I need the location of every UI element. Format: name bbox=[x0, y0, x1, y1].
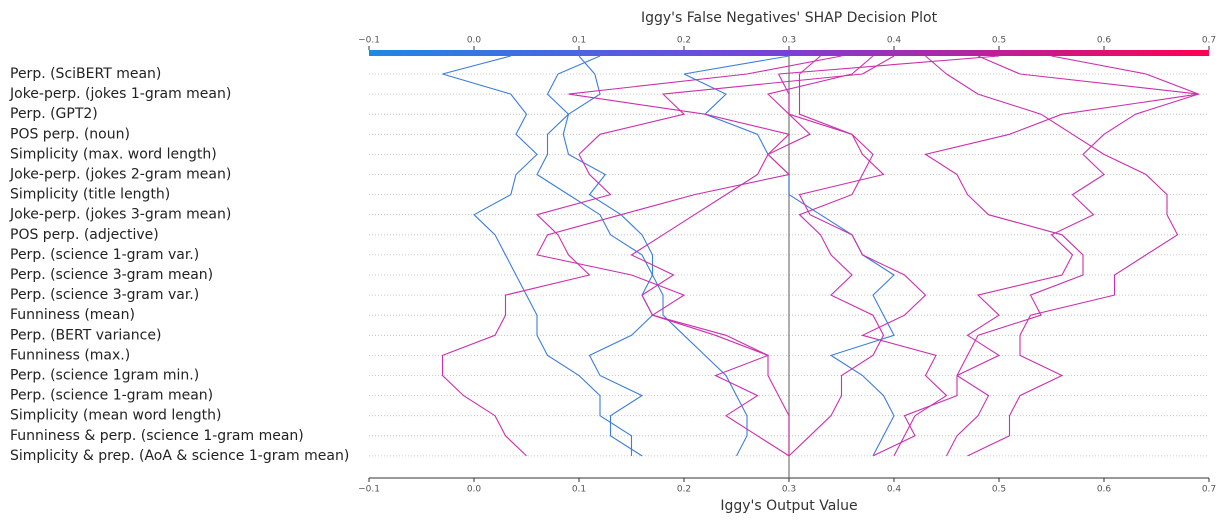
y-tick-label: Simplicity (mean word length) bbox=[10, 408, 221, 424]
y-tick-label: Simplicity (title length) bbox=[10, 187, 170, 203]
output-segment bbox=[1051, 55, 1147, 75]
x-tick-label-bottom: 0.2 bbox=[677, 485, 691, 495]
x-tick-label-top: −0.1 bbox=[358, 36, 380, 46]
y-tick-label: POS perp. (noun) bbox=[10, 126, 130, 142]
decision-line bbox=[536, 73, 654, 457]
decision-line bbox=[536, 73, 791, 457]
y-tick-label: Joke-perp. (jokes 2-gram mean) bbox=[9, 167, 231, 183]
y-tick-label: POS perp. (adjective) bbox=[10, 227, 159, 243]
x-tick-label-top: 0.1 bbox=[572, 36, 586, 46]
x-tick-label-bottom: 0.0 bbox=[467, 485, 482, 495]
output-segment bbox=[851, 55, 874, 75]
y-tick-label: Simplicity & prep. (AoA & science 1-gram… bbox=[10, 448, 349, 464]
y-tick-label: Funniness & perp. (science 1-gram mean) bbox=[10, 428, 304, 444]
x-tick-label-bottom: 0.6 bbox=[1097, 485, 1112, 495]
y-tick-label: Perp. (science 3-gram var.) bbox=[10, 287, 199, 303]
x-tick-label-bottom: −0.1 bbox=[358, 485, 380, 495]
decision-line bbox=[924, 73, 1199, 457]
output-segment bbox=[683, 55, 790, 75]
output-segment bbox=[778, 55, 1000, 75]
decision-line bbox=[946, 73, 1179, 457]
output-segment bbox=[578, 55, 596, 75]
x-tick-label-top: 0.5 bbox=[992, 36, 1006, 46]
chart-title: Iggy's False Negatives' SHAP Decision Pl… bbox=[641, 10, 938, 26]
y-tick-label: Funniness (mean) bbox=[10, 307, 135, 323]
output-segment bbox=[862, 55, 895, 75]
y-tick-label: Joke-perp. (jokes 3-gram mean) bbox=[9, 207, 231, 223]
x-tick-label-top: 0.0 bbox=[467, 36, 482, 46]
y-tick-label: Perp. (science 1-gram var.) bbox=[10, 247, 199, 263]
y-tick-label: Joke-perp. (jokes 1-gram mean) bbox=[9, 86, 231, 102]
x-tick-label-top: 0.4 bbox=[887, 36, 902, 46]
x-tick-label-bottom: 0.5 bbox=[992, 485, 1006, 495]
x-tick-label-top: 0.3 bbox=[782, 36, 796, 46]
decision-line bbox=[442, 73, 633, 456]
x-axis-label: Iggy's Output Value bbox=[720, 498, 857, 514]
decision-line bbox=[788, 74, 885, 457]
output-segment bbox=[442, 55, 511, 75]
y-tick-label: Funniness (max.) bbox=[10, 347, 130, 363]
x-tick-label-top: 0.2 bbox=[677, 36, 691, 46]
x-tick-label-bottom: 0.7 bbox=[1202, 485, 1216, 495]
y-tick-label: Perp. (science 1-gram mean) bbox=[10, 388, 213, 404]
colorbar bbox=[369, 50, 1209, 56]
y-tick-label: Perp. (GPT2) bbox=[10, 106, 98, 122]
output-segment bbox=[977, 55, 1021, 75]
output-segment bbox=[799, 55, 821, 75]
decision-line bbox=[562, 73, 748, 457]
x-tick-label-bottom: 0.1 bbox=[572, 485, 586, 495]
decision-line bbox=[441, 73, 863, 457]
x-tick-label-top: 0.7 bbox=[1202, 36, 1216, 46]
y-tick-label: Perp. (science 1gram min.) bbox=[10, 368, 199, 384]
decision-line bbox=[778, 73, 948, 457]
output-segment bbox=[557, 55, 601, 75]
y-tick-label: Simplicity (max. word length) bbox=[10, 146, 217, 162]
x-tick-label-bottom: 0.3 bbox=[782, 485, 796, 495]
y-tick-label: Perp. (BERT variance) bbox=[10, 327, 161, 343]
output-segment bbox=[746, 55, 842, 75]
decision-line bbox=[683, 73, 895, 457]
output-segment bbox=[925, 55, 947, 75]
decision-line bbox=[872, 73, 1201, 457]
x-tick-label-top: 0.6 bbox=[1097, 36, 1112, 46]
y-tick-label: Perp. (SciBERT mean) bbox=[10, 66, 161, 82]
y-tick-label: Perp. (science 3-gram mean) bbox=[10, 267, 213, 283]
x-tick-label-bottom: 0.4 bbox=[887, 485, 902, 495]
decision-line bbox=[630, 73, 853, 456]
